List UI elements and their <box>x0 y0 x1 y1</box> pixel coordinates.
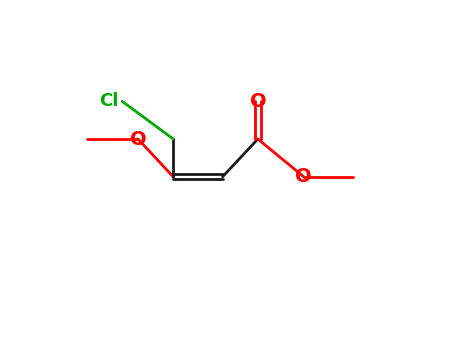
Text: O: O <box>249 92 266 111</box>
Text: O: O <box>130 130 147 148</box>
Text: O: O <box>295 167 312 186</box>
Text: Cl: Cl <box>99 92 119 110</box>
